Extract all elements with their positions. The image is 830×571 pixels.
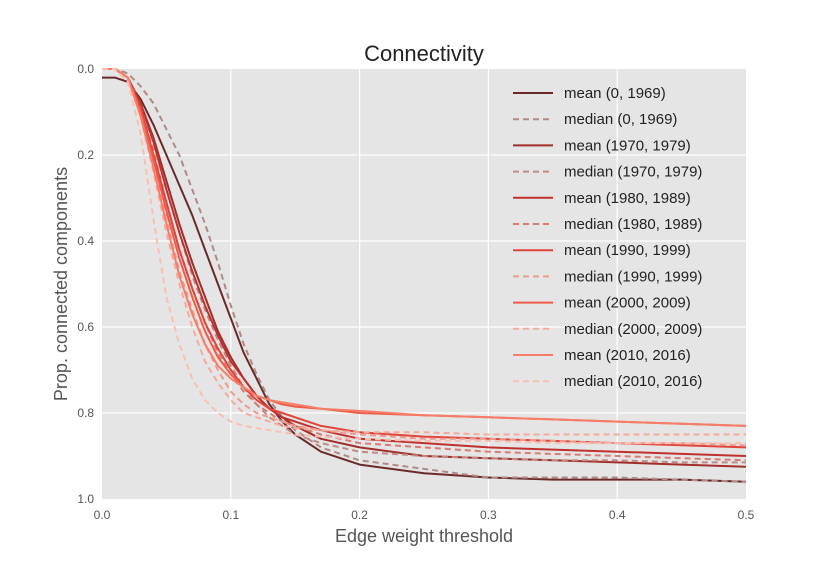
series-line: [102, 68, 747, 462]
x-tick-label: 0.0: [94, 508, 111, 522]
grid: [102, 69, 746, 499]
x-axis-label: Edge weight threshold: [335, 526, 513, 546]
series-line: [102, 68, 747, 449]
legend-label: median (0, 1969): [564, 111, 677, 128]
legend-label: mean (0, 1969): [564, 85, 666, 102]
y-tick-label: 0.0: [77, 62, 94, 76]
x-axis-ticks: 0.0 0.1 0.2 0.3 0.4 0.5: [94, 508, 755, 522]
x-tick-label: 0.5: [738, 508, 755, 522]
series-line: [102, 68, 747, 427]
y-tick-label: 0.6: [77, 320, 94, 334]
legend-label: mean (1970, 1979): [564, 137, 691, 154]
series-line: [102, 68, 746, 436]
legend: mean (0, 1969) median (0, 1969) mean (1970…: [513, 85, 702, 390]
legend-label: median (1990, 1999): [564, 268, 702, 285]
y-tick-label: 0.2: [77, 148, 94, 162]
series-line: [102, 68, 746, 445]
plot-background: [102, 69, 746, 499]
legend-label: median (2010, 2016): [564, 373, 702, 390]
legend-label: mean (2000, 2009): [564, 295, 691, 312]
legend-label: median (1980, 1989): [564, 216, 702, 233]
chart-title: Connectivity: [364, 41, 484, 66]
x-tick-label: 0.3: [480, 508, 497, 522]
y-axis-label: Prop. connected components: [51, 167, 71, 401]
legend-label: median (1970, 1979): [564, 164, 702, 181]
y-tick-label: 1.0: [77, 492, 94, 506]
x-tick-label: 0.4: [609, 508, 626, 522]
legend-label: mean (1990, 1999): [564, 242, 691, 259]
series-line: [102, 76, 747, 483]
legend-label: mean (1980, 1989): [564, 190, 691, 207]
x-tick-label: 0.1: [222, 508, 239, 522]
legend-label: median (2000, 2009): [564, 321, 702, 338]
series-line: [102, 68, 747, 483]
x-tick-label: 0.2: [351, 508, 368, 522]
y-axis-ticks: 0.0 0.2 0.4 0.6 0.8 1.0: [77, 62, 94, 506]
legend-label: mean (2010, 2016): [564, 347, 691, 364]
y-tick-label: 0.8: [77, 406, 94, 420]
series-layer: [102, 68, 747, 483]
y-tick-label: 0.4: [77, 234, 94, 248]
series-line: [102, 68, 747, 457]
